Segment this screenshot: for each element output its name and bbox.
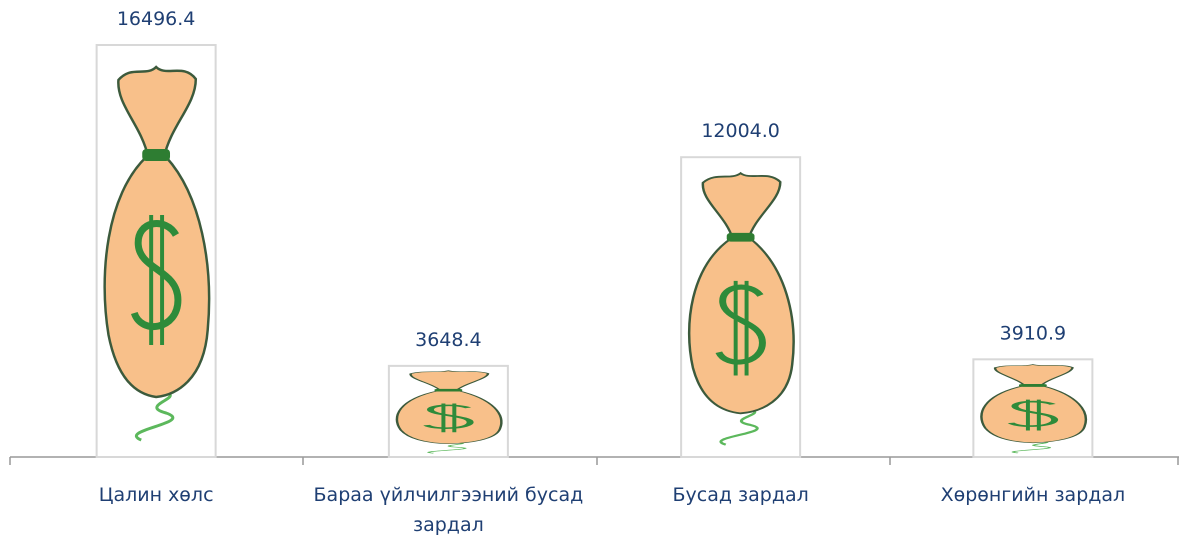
x-tick-label: Хөрөнгийн зардал xyxy=(940,484,1126,506)
value-label: 3648.4 xyxy=(415,329,481,351)
value-label: 16496.4 xyxy=(117,8,196,30)
x-tick-label: Цалин хөлс xyxy=(98,484,214,506)
value-label: 12004.0 xyxy=(701,120,780,142)
axis-ticks xyxy=(9,457,1179,465)
value-label: 3910.9 xyxy=(1000,322,1066,344)
x-tick-label: Бусад зардал xyxy=(672,484,809,506)
x-tick-label: Бараа үйлчилгээний бусад зардал xyxy=(313,484,584,536)
